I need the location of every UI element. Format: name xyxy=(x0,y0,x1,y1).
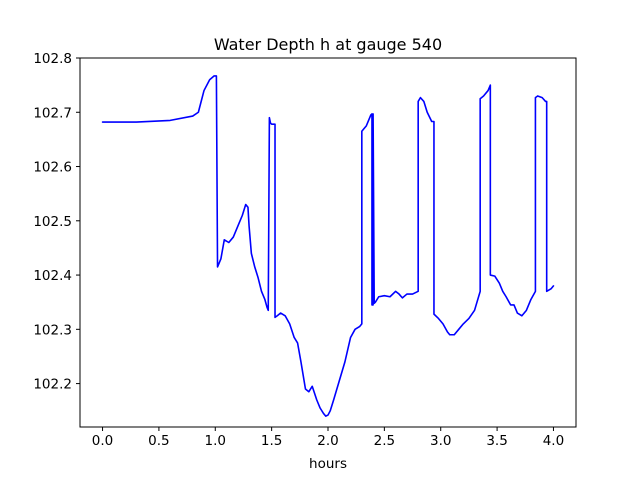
x-tick-label: 1.5 xyxy=(261,433,282,449)
plot-area xyxy=(101,75,555,417)
y-tick-label: 102.6 xyxy=(33,160,72,176)
y-tick-label: 102.4 xyxy=(33,268,72,284)
x-axis-label: hours xyxy=(309,456,347,472)
y-tick-label: 102.7 xyxy=(33,105,72,121)
x-tick-label: 2.5 xyxy=(374,433,395,449)
y-axis: 102.2 102.3 102.4 102.5 102.6 102.7 102.8 xyxy=(33,51,80,393)
x-tick-label: 3.5 xyxy=(486,433,507,449)
y-tick-label: 102.5 xyxy=(33,214,72,230)
x-tick-label: 1.0 xyxy=(205,433,226,449)
x-axis: 0.0 0.5 1.0 1.5 2.0 2.5 3.0 3.5 4.0 xyxy=(92,427,564,449)
x-tick-label: 4.0 xyxy=(543,433,564,449)
y-tick-label: 102.3 xyxy=(33,322,72,338)
axes-frame xyxy=(79,57,577,428)
water-depth-series-line xyxy=(101,75,555,417)
x-tick-label: 0.5 xyxy=(148,433,169,449)
x-tick-label: 3.0 xyxy=(430,433,451,449)
x-tick-label: 0.0 xyxy=(92,433,113,449)
y-tick-label: 102.8 xyxy=(33,51,72,67)
chart-title: Water Depth h at gauge 540 xyxy=(214,35,442,54)
y-tick-label: 102.2 xyxy=(33,377,72,393)
x-tick-label: 2.0 xyxy=(317,433,338,449)
